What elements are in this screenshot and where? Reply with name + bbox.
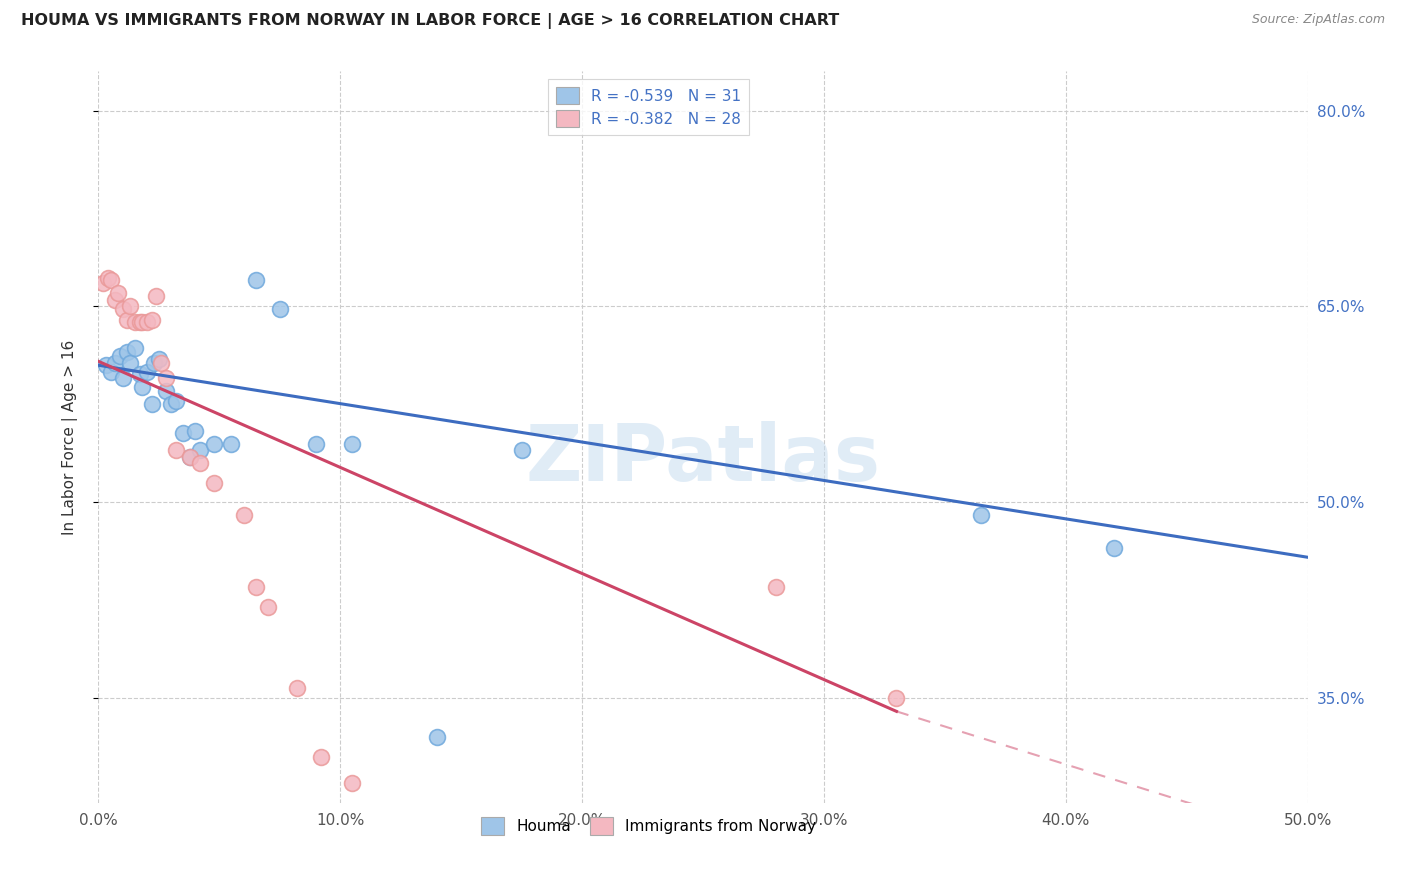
Point — [245, 273, 267, 287]
Point — [141, 312, 163, 326]
Point — [94, 358, 117, 372]
Point — [104, 356, 127, 370]
Point — [1102, 541, 1125, 555]
Point — [124, 315, 146, 329]
Point — [285, 681, 308, 695]
Point — [100, 365, 122, 379]
Point — [135, 315, 157, 329]
Point — [221, 436, 243, 450]
Point — [165, 393, 187, 408]
Point — [160, 397, 183, 411]
Point — [188, 443, 211, 458]
Point — [172, 426, 194, 441]
Point — [155, 384, 177, 399]
Text: Source: ZipAtlas.com: Source: ZipAtlas.com — [1251, 13, 1385, 27]
Text: ZIPatlas: ZIPatlas — [526, 421, 880, 497]
Point — [145, 289, 167, 303]
Point — [107, 286, 129, 301]
Point — [510, 443, 533, 458]
Point — [141, 397, 163, 411]
Point — [342, 776, 364, 790]
Point — [426, 731, 449, 745]
Point — [148, 351, 170, 366]
Point — [886, 691, 908, 706]
Point — [117, 345, 139, 359]
Point — [131, 315, 153, 329]
Text: HOUMA VS IMMIGRANTS FROM NORWAY IN LABOR FORCE | AGE > 16 CORRELATION CHART: HOUMA VS IMMIGRANTS FROM NORWAY IN LABOR… — [21, 13, 839, 29]
Point — [108, 349, 131, 363]
Point — [204, 436, 226, 450]
Y-axis label: In Labor Force | Age > 16: In Labor Force | Age > 16 — [62, 340, 77, 534]
Point — [155, 371, 177, 385]
Point — [765, 580, 787, 594]
Point — [117, 312, 139, 326]
Point — [131, 380, 153, 394]
Point — [179, 450, 201, 464]
Point — [124, 341, 146, 355]
Point — [188, 456, 211, 470]
Point — [245, 580, 267, 594]
Point — [970, 508, 993, 523]
Point — [269, 301, 291, 317]
Point — [256, 599, 278, 614]
Point — [204, 475, 226, 490]
Point — [104, 293, 127, 307]
Point — [305, 436, 328, 450]
Point — [184, 424, 207, 438]
Point — [118, 356, 141, 370]
Point — [100, 273, 122, 287]
Point — [118, 300, 141, 314]
Point — [179, 450, 201, 464]
Point — [342, 436, 364, 450]
Point — [111, 301, 134, 317]
Point — [135, 365, 157, 379]
Point — [143, 356, 166, 370]
Point — [150, 356, 173, 370]
Legend: Houma, Immigrants from Norway: Houma, Immigrants from Norway — [474, 810, 824, 843]
Point — [91, 276, 114, 290]
Point — [128, 315, 150, 329]
Point — [165, 443, 187, 458]
Point — [128, 368, 150, 382]
Point — [97, 270, 120, 285]
Point — [232, 508, 254, 523]
Point — [111, 371, 134, 385]
Point — [309, 750, 332, 764]
